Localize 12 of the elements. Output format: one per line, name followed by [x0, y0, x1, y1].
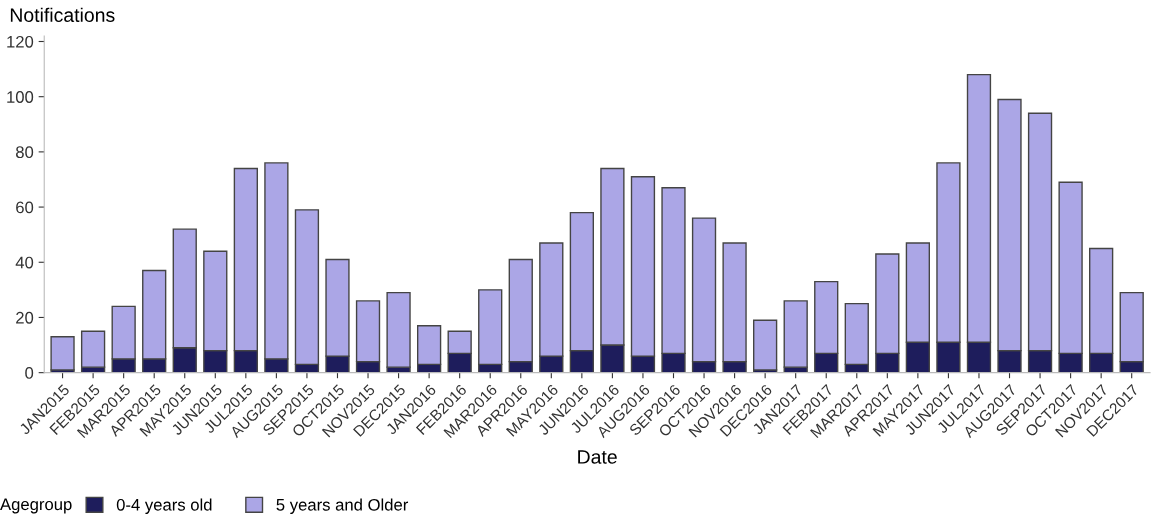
- y-tick-label: 20: [16, 311, 34, 324]
- legend-title: Agegroup: [0, 498, 72, 514]
- legend-label: 0-4 years old: [116, 498, 212, 514]
- y-tick-label: 80: [16, 146, 34, 159]
- x-axis-title: Date: [578, 450, 617, 464]
- y-tick-label: 40: [15, 256, 34, 269]
- y-tick-label: 120: [7, 35, 34, 48]
- y-tick-label: 60: [16, 201, 34, 214]
- legend-label: 5 years and Older: [276, 498, 409, 514]
- y-tick-label: 0: [25, 367, 34, 379]
- y-tick-label: 100: [7, 91, 34, 103]
- y-axis-title: Notifications: [10, 7, 115, 22]
